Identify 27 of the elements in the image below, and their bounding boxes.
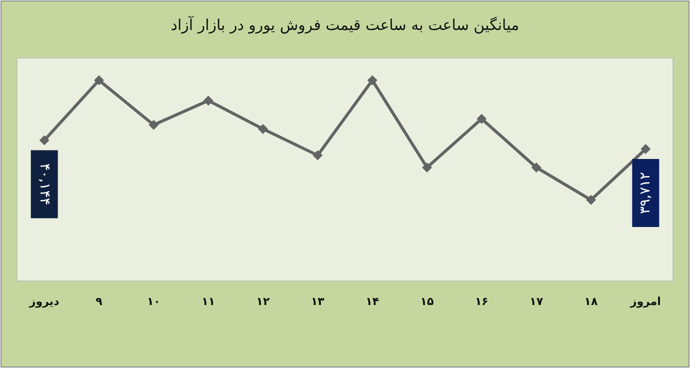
point bbox=[422, 162, 432, 172]
x-tick-label: ۹ bbox=[96, 295, 103, 308]
x-tick-label: دیروز bbox=[28, 295, 60, 308]
x-tick-label: ۱۵ bbox=[420, 295, 434, 308]
x-tick-label: ۱۲ bbox=[256, 295, 270, 308]
point bbox=[367, 75, 378, 86]
point bbox=[312, 150, 323, 160]
point bbox=[640, 144, 651, 154]
point bbox=[586, 194, 596, 205]
data-label: ۴۰,۱۴۴ bbox=[36, 163, 52, 206]
x-tick-label: ۱۴ bbox=[366, 295, 380, 308]
x-tick-label: ۱۶ bbox=[474, 295, 488, 308]
x-tick-label: ۱۱ bbox=[202, 295, 216, 308]
point bbox=[258, 124, 268, 134]
point bbox=[148, 120, 159, 130]
chart-title: میانگین ساعت به ساعت قیمت فروش یورو در بازار آزاد bbox=[170, 15, 520, 34]
x-tick-label: ۱۳ bbox=[310, 295, 325, 308]
point bbox=[39, 135, 50, 146]
point bbox=[94, 75, 104, 86]
point bbox=[476, 114, 487, 124]
x-tick-label: ۱۷ bbox=[530, 295, 544, 308]
x-tick-label: ۱۰ bbox=[146, 295, 160, 308]
point bbox=[203, 96, 214, 106]
x-tick-label: ۱۸ bbox=[584, 295, 598, 308]
x-tick-label: امروز bbox=[629, 295, 661, 308]
point bbox=[531, 162, 542, 172]
data-label: ۳۹,۷۱۲ bbox=[638, 172, 654, 214]
